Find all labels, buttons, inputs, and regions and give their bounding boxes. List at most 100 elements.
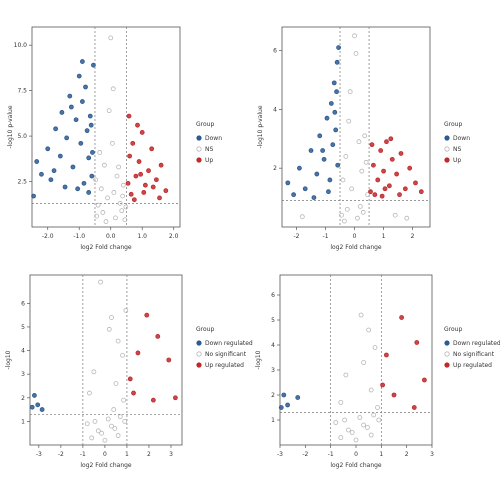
- data-point: [105, 416, 111, 422]
- data-point: [84, 421, 90, 427]
- data-point: [117, 200, 123, 206]
- data-point: [90, 150, 95, 155]
- data-point: [155, 333, 161, 339]
- data-point: [372, 192, 378, 198]
- data-point: [111, 190, 117, 195]
- data-point: [126, 113, 132, 119]
- data-point: [106, 326, 112, 332]
- data-point: [335, 162, 341, 168]
- legend-swatch: [444, 340, 450, 346]
- legend-label: Up regulated: [205, 362, 244, 369]
- data-point: [397, 192, 402, 198]
- x-tick-label: -2: [58, 451, 64, 458]
- data-point: [29, 404, 35, 410]
- data-point: [368, 432, 374, 438]
- legend-label: No significant: [205, 351, 247, 358]
- data-point: [120, 352, 125, 358]
- y-tick-label: 5: [21, 324, 25, 331]
- legend-swatch: [444, 362, 450, 368]
- data-point: [89, 435, 95, 441]
- data-point: [131, 197, 137, 203]
- data-point: [127, 376, 133, 382]
- x-tick-label: 2.0: [169, 233, 179, 240]
- data-point: [163, 188, 169, 194]
- y-tick-label: 6: [271, 292, 275, 299]
- data-point: [380, 382, 386, 388]
- data-point: [119, 208, 125, 214]
- data-point: [105, 195, 110, 201]
- data-point: [70, 164, 76, 170]
- data-point: [136, 159, 142, 164]
- data-point: [172, 395, 178, 401]
- data-point: [153, 177, 159, 183]
- legend-label: Down regulated: [453, 340, 500, 347]
- legend-label: No significant: [453, 351, 495, 358]
- data-point: [340, 177, 346, 183]
- data-point: [102, 437, 108, 443]
- data-point: [99, 430, 104, 436]
- data-point: [285, 180, 291, 186]
- legend-label: NS: [205, 146, 213, 153]
- data-point: [106, 108, 112, 114]
- x-tick-label: -2: [302, 451, 308, 458]
- data-point: [389, 156, 395, 162]
- data-point: [113, 215, 118, 221]
- data-point: [73, 117, 79, 123]
- series-ns: [93, 35, 129, 224]
- plot-frame: [29, 274, 183, 446]
- data-point: [349, 186, 355, 192]
- data-point: [92, 418, 98, 424]
- data-point: [57, 153, 63, 159]
- data-point: [388, 136, 394, 142]
- legend: Group Down regulated No significant Up regu…: [444, 326, 500, 369]
- x-tick-label: 0: [103, 451, 107, 458]
- data-point: [59, 110, 65, 115]
- series-ns: [299, 33, 410, 224]
- x-tick-label: 1: [125, 451, 129, 458]
- legend-label: Up: [205, 157, 213, 164]
- data-point: [345, 427, 351, 433]
- data-point: [91, 62, 96, 68]
- legend-label: Up: [453, 157, 461, 164]
- x-axis-label: log2 Fold change: [330, 244, 382, 251]
- data-point: [98, 186, 104, 192]
- y-tick-label: 2: [271, 392, 275, 399]
- legend-swatch: [196, 362, 202, 368]
- data-point: [358, 312, 364, 318]
- data-point: [123, 204, 129, 210]
- data-point: [379, 193, 385, 199]
- data-point: [311, 195, 317, 200]
- legend-label: Up regulated: [453, 362, 492, 369]
- data-point: [321, 156, 327, 162]
- data-point: [278, 405, 284, 410]
- data-point: [332, 109, 338, 115]
- data-point: [291, 192, 297, 198]
- data-point: [421, 377, 427, 383]
- data-point: [360, 209, 366, 215]
- x-tick-label: -3: [277, 451, 283, 458]
- data-point: [79, 59, 85, 64]
- data-point: [357, 204, 363, 209]
- data-point: [166, 357, 172, 363]
- x-tick-label: -3: [36, 451, 42, 458]
- legend-swatch: [444, 351, 450, 357]
- data-point: [125, 180, 131, 186]
- data-point: [384, 139, 389, 145]
- data-point: [369, 142, 375, 148]
- y-axis-label: -log10: [255, 350, 262, 369]
- data-point: [285, 402, 291, 408]
- data-point: [81, 180, 87, 186]
- data-point: [86, 155, 92, 161]
- volcano-panel-3: -3 -2 -1 0 1 2 3 1 2 3 4 5 6 log2 Fold change -log10 Gr…: [5, 274, 253, 469]
- legend: Group Down regulated No significant Up regu…: [196, 326, 253, 369]
- x-axis-label: log2 Fold change: [80, 244, 132, 251]
- data-point: [45, 146, 51, 152]
- data-point: [135, 122, 140, 128]
- data-point: [356, 139, 362, 145]
- data-point: [53, 126, 59, 132]
- data-point: [308, 148, 314, 153]
- legend-title: Group: [444, 326, 462, 333]
- data-point: [372, 345, 378, 350]
- data-point: [83, 84, 88, 90]
